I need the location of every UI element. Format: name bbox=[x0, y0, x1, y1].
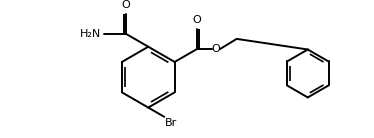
Text: O: O bbox=[122, 0, 130, 10]
Text: Br: Br bbox=[165, 118, 177, 128]
Text: H₂N: H₂N bbox=[80, 29, 101, 39]
Text: O: O bbox=[193, 15, 201, 25]
Text: O: O bbox=[211, 44, 220, 54]
